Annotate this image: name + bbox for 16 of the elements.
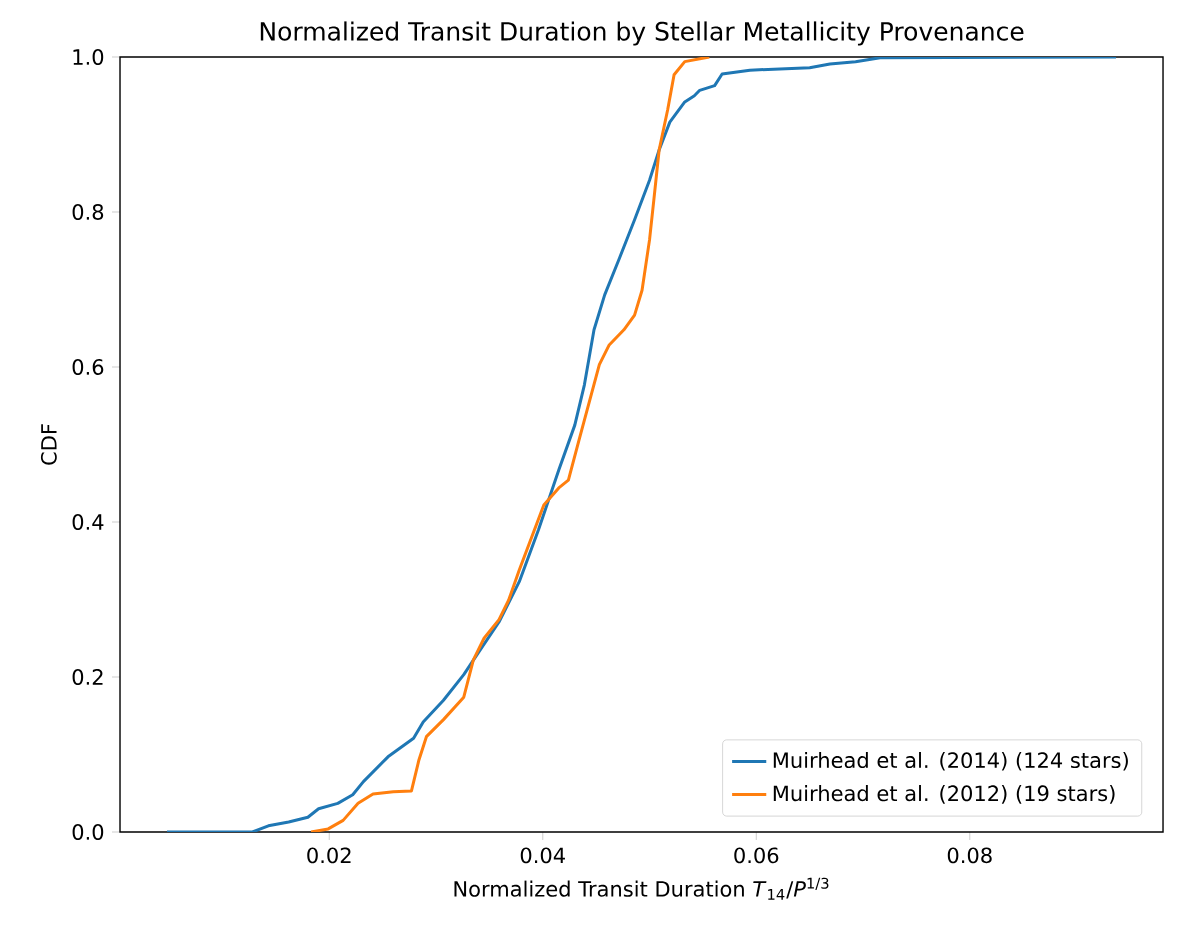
line-series xyxy=(309,56,711,832)
x-axis-title: Normalized Transit Duration T$_{14}$/P$^{1/3}$ xyxy=(454,877,829,900)
x-tick-label: 0.04 xyxy=(520,847,565,864)
x-tick-label: 0.08 xyxy=(947,847,992,864)
x-tick-label: 0.02 xyxy=(307,847,351,864)
y-tick-label: 0.0 xyxy=(72,824,104,840)
y-tick-label: 1.0 xyxy=(73,49,104,65)
legend-label: Muirhead et al. (2012) (19 stars) xyxy=(773,785,1115,804)
x-tick-label: 0.06 xyxy=(734,847,779,864)
legend-label: Muirhead et al. (2014) (124 stars) xyxy=(773,751,1128,771)
chart-title: Normalized Transit Duration by Stellar Metallicity Provenance xyxy=(260,21,1024,46)
y-axis-title: CDF xyxy=(40,424,57,465)
y-tick-label: 0.6 xyxy=(72,359,104,375)
y-tick-label: 0.8 xyxy=(72,204,104,220)
y-tick-label: 0.4 xyxy=(72,514,104,530)
y-tick-label: 0.2 xyxy=(72,669,103,685)
